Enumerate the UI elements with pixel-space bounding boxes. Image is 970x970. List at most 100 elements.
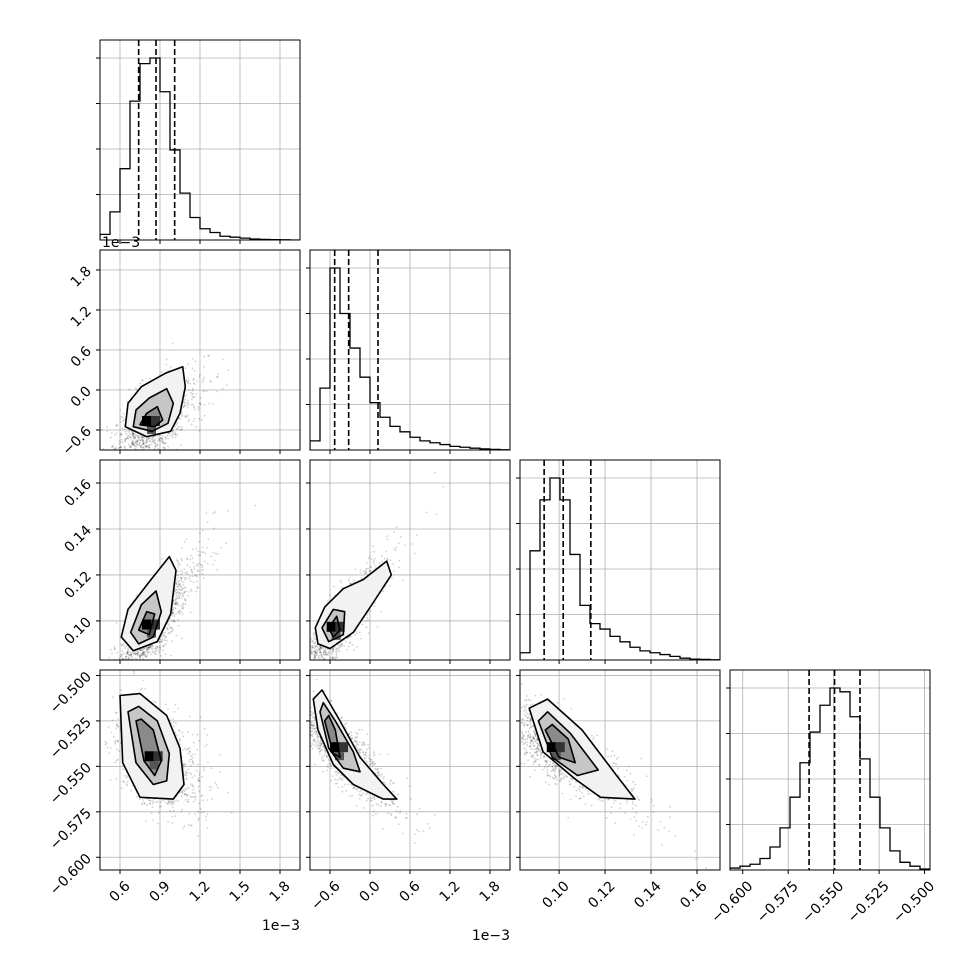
scatter-point bbox=[168, 625, 171, 628]
scatter-point bbox=[310, 637, 313, 640]
scatter-point bbox=[117, 447, 120, 449]
scatter-point bbox=[155, 801, 158, 804]
scatter-point bbox=[121, 441, 124, 443]
scatter-point bbox=[308, 668, 310, 670]
scatter-point bbox=[172, 620, 175, 622]
scatter-point bbox=[168, 432, 171, 435]
scatter-point bbox=[127, 434, 130, 437]
scatter-point bbox=[144, 655, 147, 658]
scatter-point bbox=[187, 786, 190, 789]
scatter-point bbox=[177, 611, 180, 614]
scatter-point bbox=[198, 418, 201, 420]
scatter-point bbox=[301, 684, 303, 686]
scatter-point bbox=[130, 653, 132, 656]
scatter-point bbox=[182, 765, 185, 767]
scatter-point bbox=[161, 440, 164, 442]
scatter-point bbox=[193, 382, 195, 385]
scatter-point bbox=[139, 382, 142, 385]
scatter-point bbox=[162, 446, 165, 449]
scatter-point bbox=[138, 452, 140, 454]
scatter-point bbox=[324, 650, 327, 653]
scatter-point bbox=[320, 663, 322, 665]
scatter-point bbox=[123, 478, 125, 480]
scatter-point bbox=[313, 664, 315, 666]
scatter-point bbox=[136, 434, 139, 437]
scatter-point bbox=[131, 441, 134, 443]
scatter-point bbox=[171, 432, 174, 434]
scatter-point bbox=[183, 540, 186, 543]
scatter-point bbox=[126, 650, 129, 652]
scatter-point bbox=[341, 642, 344, 645]
scatter-point bbox=[140, 664, 142, 666]
scatter-point bbox=[316, 654, 318, 657]
scatter-point bbox=[134, 464, 136, 466]
scatter-point bbox=[147, 665, 149, 667]
scatter-point bbox=[178, 580, 181, 583]
scatter-point bbox=[131, 442, 134, 445]
scatter-point bbox=[309, 666, 311, 668]
scatter-point bbox=[140, 439, 142, 442]
scatter-point bbox=[105, 703, 107, 705]
scatter-point bbox=[132, 462, 134, 464]
scatter-point bbox=[206, 813, 209, 815]
scatter-point bbox=[125, 437, 128, 440]
scatter-point bbox=[126, 469, 128, 471]
scatter-point bbox=[131, 444, 134, 447]
scatter-point bbox=[322, 661, 324, 663]
scatter-point bbox=[136, 652, 139, 655]
scatter-point bbox=[180, 597, 183, 599]
scatter-point bbox=[133, 665, 135, 667]
scatter-point bbox=[320, 653, 323, 656]
scatter-point bbox=[137, 435, 140, 438]
scatter-point bbox=[187, 747, 189, 750]
scatter-point bbox=[147, 436, 150, 439]
scatter-point bbox=[129, 655, 132, 657]
scatter-point bbox=[176, 591, 179, 594]
scatter-point bbox=[134, 657, 137, 660]
scatter-point bbox=[177, 583, 180, 586]
scatter-point bbox=[165, 363, 168, 366]
scatter-point bbox=[179, 610, 181, 613]
scatter-point bbox=[312, 650, 315, 653]
scatter-point bbox=[190, 773, 193, 776]
contour-1 bbox=[321, 608, 346, 643]
scatter-point bbox=[141, 379, 144, 382]
scatter-point bbox=[140, 653, 143, 655]
grid-2-0 bbox=[100, 460, 300, 660]
scatter-point bbox=[187, 377, 189, 379]
scatter-point bbox=[349, 583, 352, 585]
scatter-point bbox=[133, 455, 135, 457]
scatter-point bbox=[134, 437, 137, 439]
scatter-point bbox=[147, 647, 150, 649]
scatter-point bbox=[195, 590, 197, 593]
scatter-point bbox=[321, 647, 324, 649]
scatter-point bbox=[196, 569, 199, 572]
scatter-point bbox=[305, 687, 307, 689]
scatter-point bbox=[128, 657, 131, 660]
scatter-point bbox=[138, 444, 141, 446]
scatter-point bbox=[131, 431, 134, 434]
scatter-point bbox=[129, 445, 131, 447]
scatter-point bbox=[177, 576, 180, 579]
scatter-point bbox=[124, 438, 127, 441]
scatter-point bbox=[105, 462, 107, 464]
scatter-point bbox=[389, 559, 392, 562]
scatter-point bbox=[187, 399, 190, 402]
scatter-point bbox=[158, 439, 161, 442]
scatter-point bbox=[318, 649, 321, 652]
scatter-point bbox=[295, 663, 297, 665]
scatter-point bbox=[149, 645, 152, 648]
scatter-point bbox=[115, 688, 117, 690]
scatter-point bbox=[159, 638, 162, 641]
scatter-point bbox=[415, 534, 418, 537]
scatter-point bbox=[312, 670, 314, 672]
scatter-point bbox=[180, 557, 183, 560]
scatter-point bbox=[184, 404, 187, 407]
scatter-point bbox=[178, 588, 180, 590]
scatter-point bbox=[123, 445, 126, 448]
scatter-point bbox=[349, 642, 351, 644]
scatter-point bbox=[149, 645, 151, 647]
scatter-point bbox=[136, 664, 138, 666]
scatter-point bbox=[315, 661, 317, 663]
scatter-point bbox=[192, 796, 195, 798]
